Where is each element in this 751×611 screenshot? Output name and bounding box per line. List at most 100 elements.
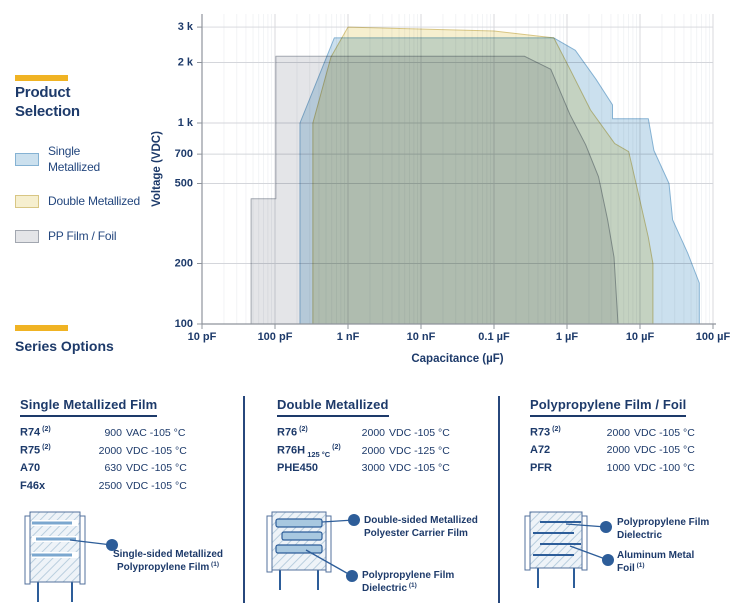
series-rating: VDC -105 °C: [389, 462, 450, 474]
series-row-r76h: R76H 125 °C (2) 2000 VDC -125 °C: [277, 444, 450, 462]
diagram-label: Dielectric (1): [362, 582, 417, 594]
series-code: R74 (2): [20, 426, 51, 439]
diagram-label: Aluminum Metal: [617, 550, 694, 561]
table-title: Double Metallized: [277, 397, 389, 417]
series-rating: VDC -100 °C: [634, 462, 695, 474]
series-code: R76 (2): [277, 426, 308, 439]
region-single-metallized: [299, 37, 700, 325]
column-divider: [498, 396, 500, 603]
series-rating: VDC -105 °C: [634, 444, 695, 456]
pp-swatch: [15, 230, 39, 244]
series-options-title: Series Options: [15, 338, 114, 354]
diagram-label: Double-sided Metallized: [364, 515, 478, 526]
table-double-metallized: Double Metallized R76 (2) 2000 VDC -105 °C…: [277, 396, 450, 480]
legend-item-label: Single Metallized: [48, 144, 101, 174]
legend-item-single: Single Metallized: [15, 144, 100, 175]
series-row-f46x: F46x 2500 VDC -105 °C: [20, 480, 187, 498]
accent-bar: [15, 75, 68, 81]
series-code: R73 (2): [530, 426, 561, 439]
diagram-label: Foil (1): [617, 562, 645, 574]
series-row-pfr: PFR 1000 VDC -100 °C: [530, 462, 695, 480]
series-row-a70: A70 630 VDC -105 °C: [20, 462, 187, 480]
y-tick-label: 700: [175, 148, 193, 160]
table-title: Polypropylene Film / Foil: [530, 397, 687, 417]
series-code: A70: [20, 462, 41, 474]
series-voltage: 2000: [361, 426, 385, 439]
x-tick-label: 10 nF: [407, 331, 436, 343]
series-row-r74: R74 (2) 900 VAC -105 °C: [20, 426, 187, 444]
axes: 10 pF 100 pF 1 nF 10 nF 0.1 µF 1 µF 10 µF 100 µ…: [175, 14, 731, 343]
x-tick-label: 10 pF: [188, 331, 217, 343]
diagram-label: Polyester Carrier Film: [364, 528, 468, 539]
series-voltage: 2000: [98, 444, 122, 457]
legend-item-pp: PP Film / Foil: [15, 229, 117, 245]
series-row-r73: R73 (2) 2000 VDC -105 °C: [530, 426, 695, 444]
y-tick-label: 3 k: [178, 21, 194, 33]
series-voltage: 2000: [606, 444, 630, 456]
x-tick-label: 100 pF: [258, 331, 293, 343]
x-tick-label: 1 µF: [556, 331, 579, 343]
y-tick-label: 2 k: [178, 56, 194, 68]
series-code: A72: [530, 444, 551, 456]
voltage-capacitance-chart: 10 pF 100 pF 1 nF 10 nF 0.1 µF 1 µF 10 µF 100 µ…: [151, 14, 731, 365]
series-row-r75: R75 (2) 2000 VDC -105 °C: [20, 444, 187, 462]
y-tick-label: 500: [175, 178, 193, 190]
series-code: R76H 125 °C (2): [277, 444, 341, 459]
diagram-label: Polypropylene Film: [362, 570, 454, 581]
series-voltage: 900: [104, 426, 122, 439]
series-row-r76: R76 (2) 2000 VDC -105 °C: [277, 426, 450, 444]
x-tick-label: 0.1 µF: [478, 331, 510, 343]
series-rating: VDC -105 °C: [126, 480, 187, 492]
y-axis-title: Voltage (VDC): [151, 131, 163, 207]
diagram-double-metallized: Double-sided Metallized Polyester Carrier…: [266, 511, 478, 594]
column-divider: [243, 396, 245, 603]
x-tick-label: 100 µF: [696, 331, 731, 343]
callout-dot: [346, 570, 358, 582]
y-tick-label: 100: [175, 318, 193, 330]
series-rating: VDC -105 °C: [126, 444, 187, 457]
diagram-label: Single-sided Metallized: [113, 549, 223, 560]
y-tick-label: 1 k: [178, 117, 194, 129]
single-swatch: [15, 153, 39, 167]
series-row-phe450: PHE450 3000 VDC -105 °C: [277, 462, 450, 480]
series-row-a72: A72 2000 VDC -105 °C: [530, 444, 695, 462]
x-tick-label: 1 nF: [337, 331, 360, 343]
callout-dot: [600, 521, 612, 533]
y-tick-label: 200: [175, 257, 193, 269]
series-rating: VDC -105 °C: [634, 426, 695, 439]
series-rating: VDC -105 °C: [389, 426, 450, 439]
series-rating: VAC -105 °C: [126, 426, 186, 439]
series-code: R75 (2): [20, 444, 51, 457]
series-voltage: 2500: [98, 480, 122, 492]
series-voltage: 2000: [606, 426, 630, 439]
series-rating: VDC -125 °C: [389, 444, 450, 457]
series-code: PFR: [530, 462, 552, 474]
table-single-metallized-film: Single Metallized Film R74 (2) 900 VAC -10…: [20, 396, 187, 498]
x-tick-label: 10 µF: [626, 331, 655, 343]
legend-item-double: Double Metallized: [15, 194, 140, 210]
callout-dot: [602, 554, 614, 566]
diagram-pp-film-foil: Polypropylene Film Dielectric Aluminum Met…: [524, 511, 709, 588]
chart-regions: [250, 26, 700, 325]
callout-dot: [348, 514, 360, 526]
series-voltage: 2000: [361, 444, 385, 457]
accent-bar: [15, 325, 68, 331]
series-code: PHE450: [277, 462, 318, 474]
table-polypropylene-film-foil: Polypropylene Film / Foil R73 (2) 2000 VDC…: [530, 396, 695, 480]
callout-dot: [106, 539, 118, 551]
diagram-label: Dielectric: [617, 530, 662, 541]
series-voltage: 1000: [606, 462, 630, 474]
diagram-label: Polypropylene Film (1): [117, 561, 219, 573]
table-title: Single Metallized Film: [20, 397, 158, 417]
series-voltage: 3000: [361, 462, 385, 474]
series-voltage: 630: [104, 462, 122, 474]
series-code: F46x: [20, 480, 46, 492]
double-swatch: [15, 195, 39, 209]
x-axis-title: Capacitance (µF): [411, 353, 503, 365]
legend-item-label: Double Metallized: [48, 194, 140, 208]
legend-item-label: PP Film / Foil: [48, 229, 117, 243]
series-rating: VDC -105 °C: [126, 462, 187, 474]
